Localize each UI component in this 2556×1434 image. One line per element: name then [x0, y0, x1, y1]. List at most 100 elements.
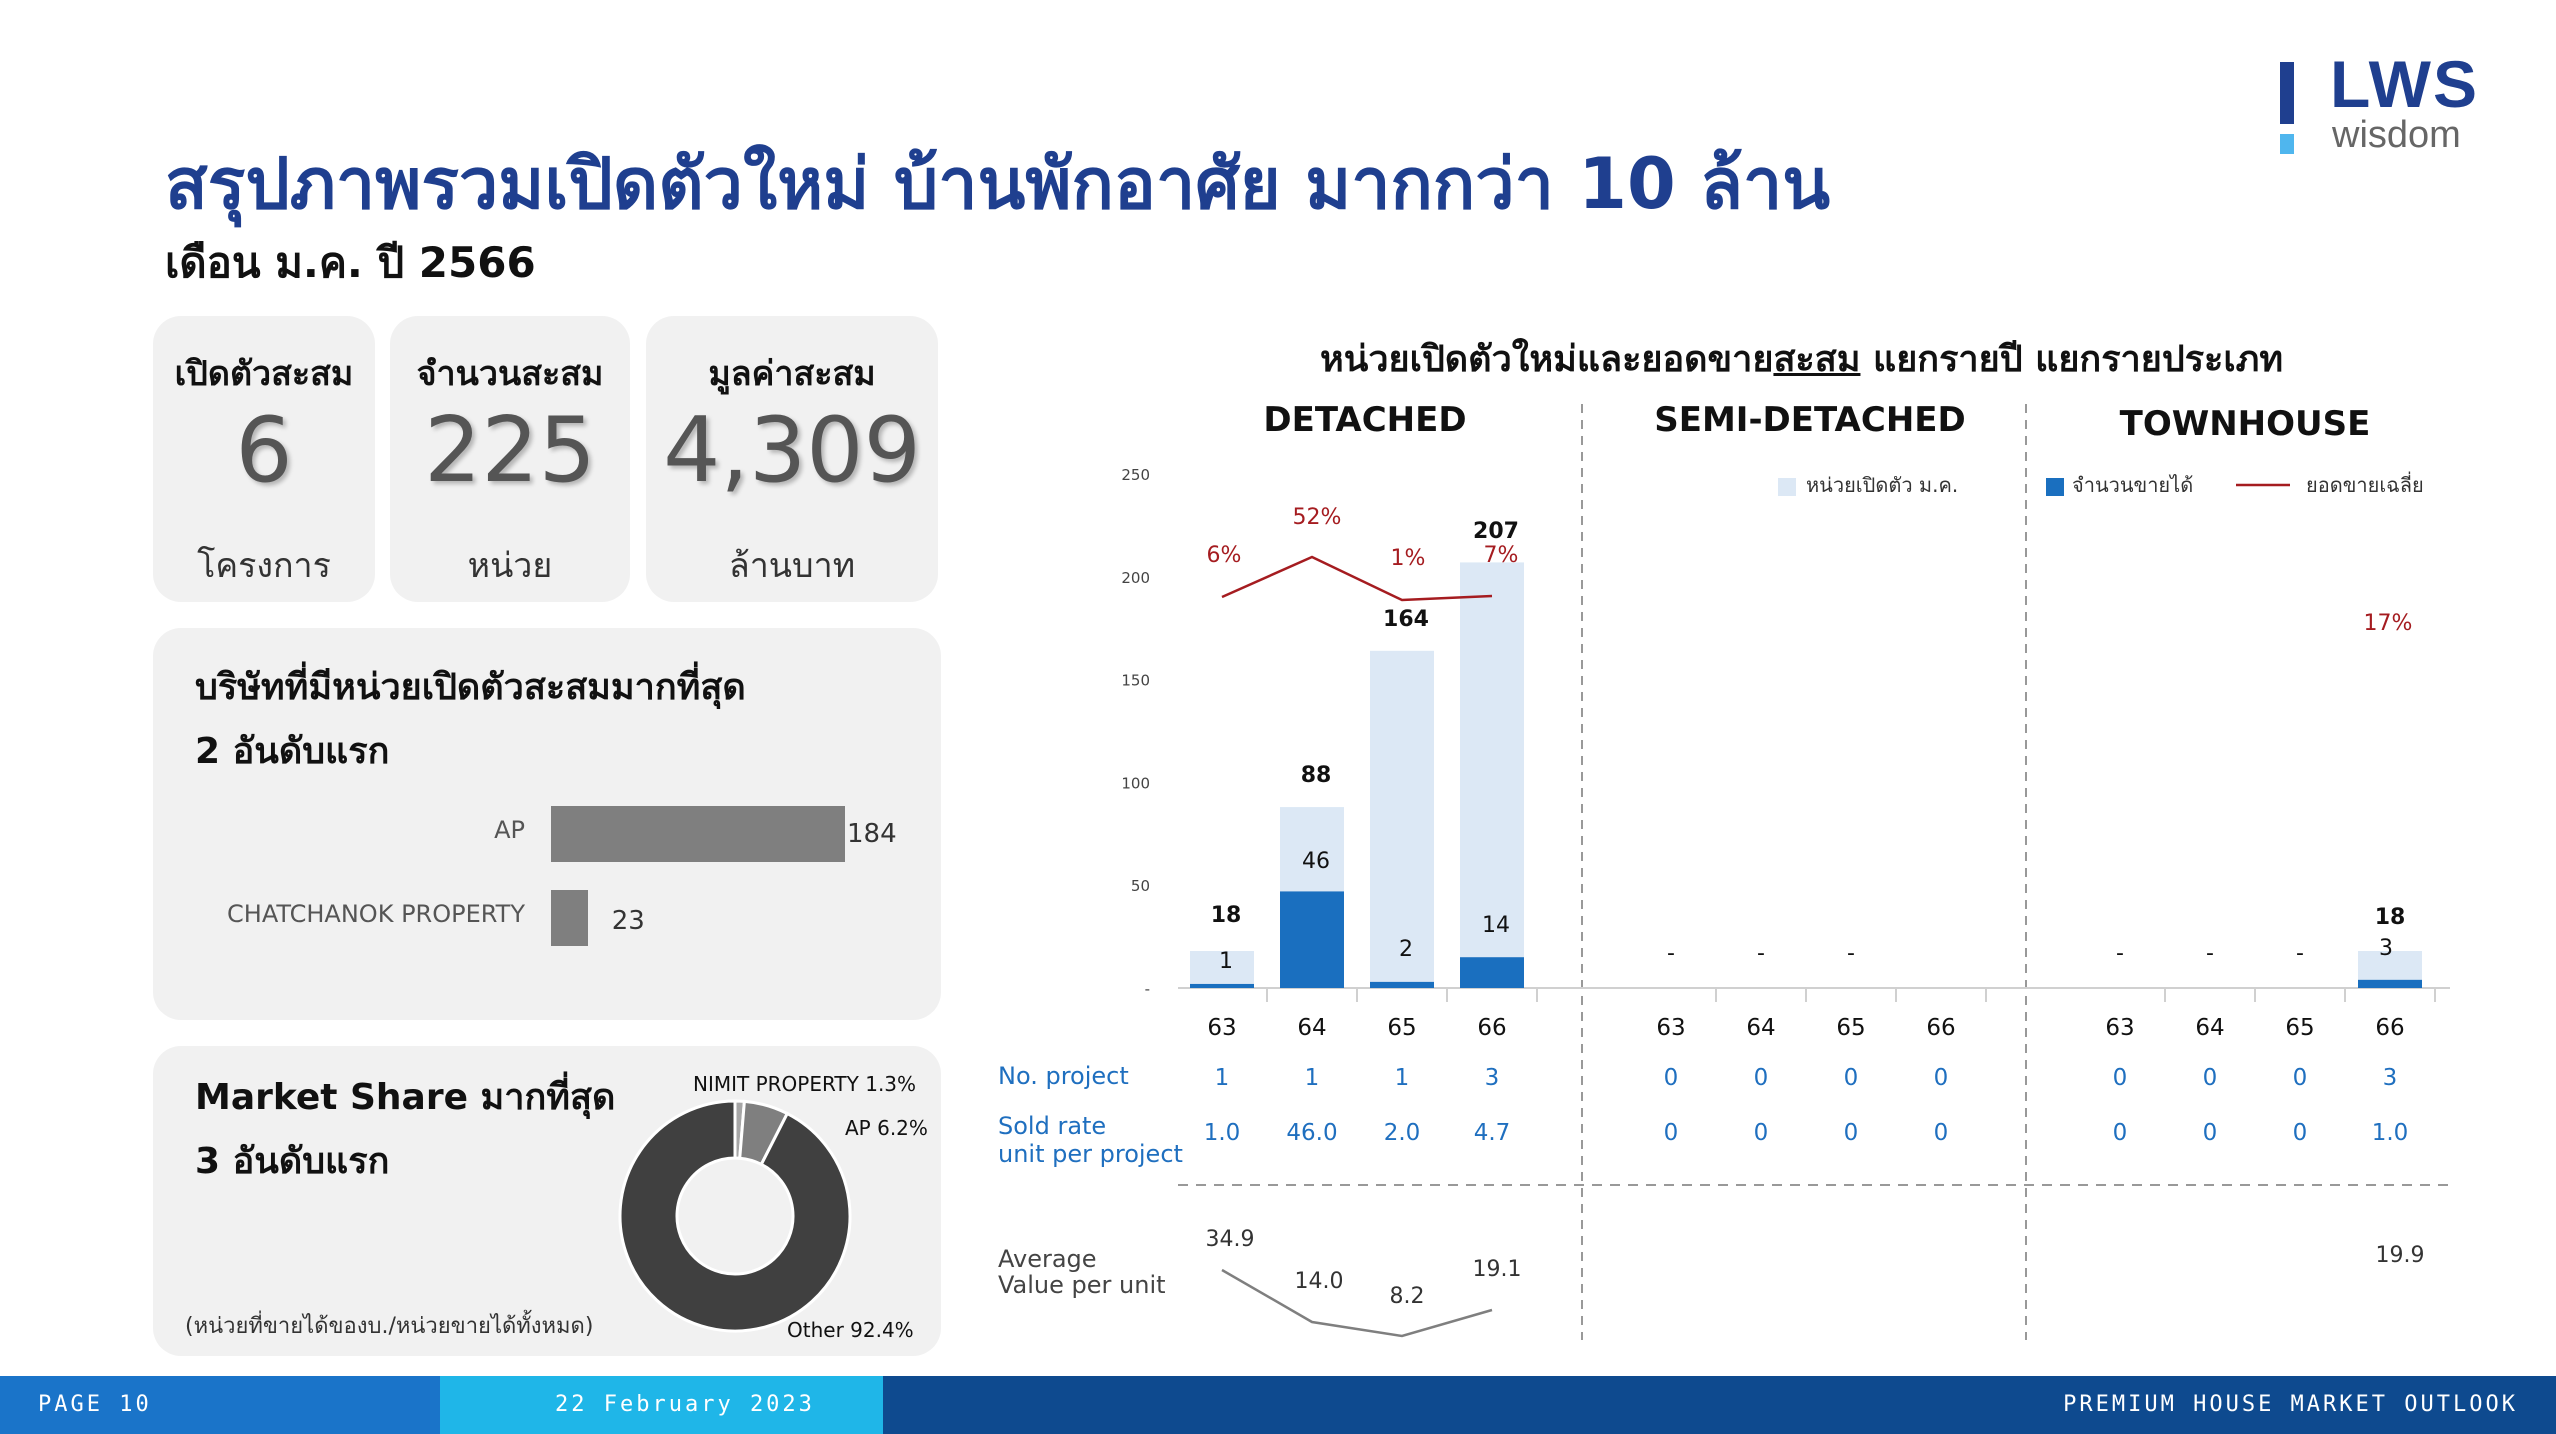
kpi-card-value: มูลค่าสะสม 4,309 ล้านบาท — [646, 316, 938, 602]
sold-bar — [2358, 979, 2422, 988]
no-project-value: 0 — [2203, 1065, 2218, 1091]
row-label-avg: Average — [998, 1245, 1097, 1273]
company-bar — [551, 806, 845, 862]
sold-value-label: 14 — [1482, 913, 1510, 938]
logo-square-icon — [2280, 134, 2294, 154]
lws-logo: LWS wisdom — [2280, 47, 2500, 162]
donut-slice — [618, 1099, 852, 1333]
x-tick-label: 66 — [1477, 1015, 1506, 1041]
no-project-value: 1 — [1215, 1065, 1230, 1091]
sold-value-label: 3 — [2379, 936, 2393, 961]
top-companies-subtitle: 2 อันดับแรก — [195, 731, 390, 772]
no-project-value: 3 — [1485, 1065, 1500, 1091]
sold-value-label: 1 — [1219, 949, 1233, 974]
sold-rate-value: 0 — [1934, 1120, 1949, 1146]
no-project-value: 0 — [2113, 1065, 2128, 1091]
pct-label: 52% — [1293, 505, 1342, 530]
sold-value-label: 46 — [1302, 849, 1330, 874]
market-share-subtitle: 3 อันดับแรก — [195, 1141, 390, 1182]
x-tick-label: 66 — [2375, 1015, 2404, 1041]
no-project-value: 0 — [1844, 1065, 1859, 1091]
company-bar — [551, 890, 588, 946]
kpi-unit: หน่วย — [467, 546, 553, 586]
y-tick-label: - — [1145, 980, 1150, 998]
launched-value-label: 207 — [1473, 519, 1519, 544]
empty-value-label: - — [2296, 941, 2304, 966]
top-companies-card: บริษัทที่มีหน่วยเปิดตัวสะสมมากที่สุด 2 อ… — [153, 628, 941, 1020]
empty-value-label: - — [1757, 941, 1765, 966]
logo-subtext: wisdom — [2332, 114, 2461, 156]
empty-value-label: - — [1847, 941, 1855, 966]
empty-value-label: - — [2206, 941, 2214, 966]
no-project-value: 0 — [1934, 1065, 1949, 1091]
sold-rate-value: 0 — [2293, 1120, 2308, 1146]
pct-label: 6% — [1207, 543, 1242, 568]
row-label-no-project: No. project — [998, 1062, 1129, 1090]
y-tick-label: 50 — [1131, 877, 1150, 895]
kpi-value: 6 — [235, 398, 293, 503]
kpi-label: มูลค่าสะสม — [708, 354, 876, 394]
market-share-card: Market Share มากที่สุด 3 อันดับแรก (หน่ว… — [153, 1046, 941, 1356]
company-value: 23 — [611, 906, 645, 936]
sold-rate-value: 1.0 — [1204, 1120, 1241, 1146]
row-label-avg-2: Value per unit — [998, 1271, 1166, 1299]
market-share-donut — [618, 1099, 852, 1333]
kpi-label: จำนวนสะสม — [416, 354, 604, 394]
slice-label-ap: AP 6.2% — [845, 1116, 928, 1140]
empty-value-label: - — [1667, 941, 1675, 966]
x-tick-label: 65 — [1836, 1015, 1865, 1041]
x-tick-label: 65 — [1387, 1015, 1416, 1041]
no-project-value: 0 — [1664, 1065, 1679, 1091]
x-tick-label: 63 — [1207, 1015, 1236, 1041]
sold-rate-value: 0 — [1844, 1120, 1859, 1146]
chart-title-prefix: หน่วยเปิดตัวใหม่และยอดขาย — [1320, 339, 1774, 380]
x-tick-label: 63 — [1656, 1015, 1685, 1041]
kpi-unit: โครงการ — [197, 546, 331, 586]
footer-page: PAGE 10 — [0, 1376, 440, 1434]
footer-date-text: 22 February 2023 — [555, 1392, 815, 1417]
launched-bar — [1460, 562, 1524, 988]
sold-rate-value: 4.7 — [1474, 1120, 1511, 1146]
avg-value-label: 14.0 — [1295, 1269, 1344, 1294]
avg-value-line — [1221, 1268, 1493, 1338]
launched-bar — [1370, 650, 1434, 988]
sold-rate-value: 0 — [1754, 1120, 1769, 1146]
avg-value-label: 19.1 — [1473, 1257, 1522, 1282]
footer-report-text: PREMIUM HOUSE MARKET OUTLOOK — [2063, 1392, 2518, 1417]
chart-title-suffix: แยกรายปี แยกรายประเภท — [1860, 339, 2284, 380]
top-companies-title: บริษัทที่มีหน่วยเปิดตัวสะสมมากที่สุด — [195, 667, 746, 708]
no-project-value: 1 — [1305, 1065, 1320, 1091]
x-tick-label: 64 — [2195, 1015, 2224, 1041]
company-label: AP — [494, 816, 525, 844]
kpi-unit: ล้านบาท — [728, 546, 856, 586]
sold-rate-value: 0 — [2203, 1120, 2218, 1146]
sold-rate-value: 1.0 — [2372, 1120, 2409, 1146]
empty-value-label: - — [2116, 941, 2124, 966]
x-tick-label: 66 — [1926, 1015, 1955, 1041]
y-tick-label: 150 — [1121, 672, 1150, 690]
no-project-value: 3 — [2383, 1065, 2398, 1091]
y-tick-label: 200 — [1121, 569, 1150, 587]
market-share-title: Market Share มากที่สุด — [195, 1077, 616, 1118]
row-label-sold-rate-2: unit per project — [998, 1140, 1183, 1168]
kpi-card-projects: เปิดตัวสะสม 6 โครงการ — [153, 316, 375, 602]
pct-label: 7% — [1484, 543, 1519, 568]
chart-title-underlined: สะสม — [1773, 339, 1861, 380]
sold-rate-value: 2.0 — [1384, 1120, 1421, 1146]
sold-value-label: 2 — [1399, 937, 1413, 962]
legend-sold-label: จำนวนขายได้ — [2072, 473, 2193, 497]
no-project-value: 0 — [2293, 1065, 2308, 1091]
sold-bar — [1280, 891, 1344, 988]
launched-bar — [1190, 950, 1254, 988]
bar-chart: 25020015010050-6311.064146.06512.06634.7… — [1121, 404, 2450, 1340]
sold-rate-value: 0 — [2113, 1120, 2128, 1146]
row-label-sold-rate: Sold rate — [998, 1112, 1107, 1140]
pct-label: 1% — [1391, 546, 1426, 571]
x-tick-label: 63 — [2105, 1015, 2134, 1041]
footer-page-text: PAGE 10 — [38, 1392, 152, 1417]
launched-value-label: 18 — [2375, 905, 2406, 930]
legend-launched-label: หน่วยเปิดตัว ม.ค. — [1806, 473, 1958, 497]
sold-bar — [1460, 957, 1524, 988]
avg-value-label: 34.9 — [1206, 1227, 1255, 1252]
pct-label: 17% — [2364, 611, 2413, 636]
